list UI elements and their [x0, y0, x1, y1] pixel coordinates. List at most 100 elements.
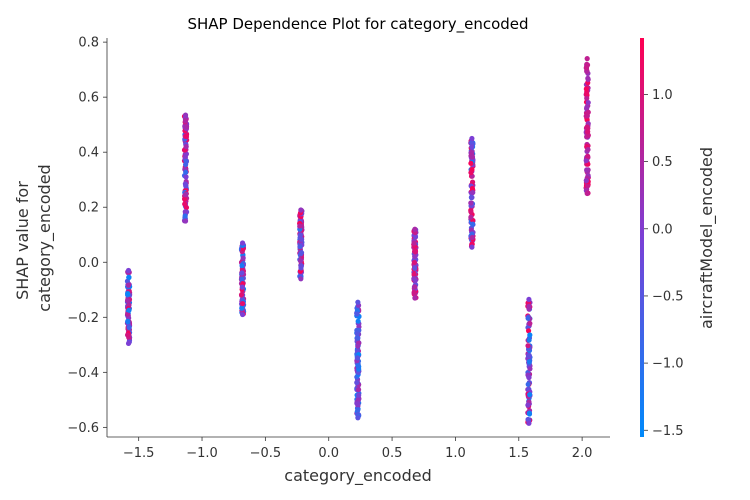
- scatter-point: [411, 259, 418, 266]
- scatter-point: [238, 292, 245, 298]
- scatter-point: [183, 174, 189, 180]
- scatter-point: [412, 254, 418, 260]
- scatter-point: [526, 296, 532, 303]
- scatter-point: [412, 226, 418, 232]
- scatter-point: [355, 343, 361, 349]
- colorbar-tick-label: −0.5: [652, 289, 684, 304]
- scatter-point: [240, 300, 246, 307]
- scatter-point: [183, 124, 190, 130]
- scatter-point: [525, 328, 532, 334]
- scatter-point: [584, 56, 590, 62]
- scatter-point: [527, 320, 533, 327]
- x-tick-label: 0.0: [318, 446, 339, 461]
- scatter-point: [527, 366, 533, 372]
- scatter-point: [412, 277, 418, 283]
- scatter-point: [125, 298, 131, 304]
- scatter-point: [468, 200, 474, 206]
- scatter-point: [583, 86, 589, 92]
- scatter-point: [239, 276, 245, 282]
- x-axis-label: category_encoded: [284, 466, 431, 486]
- scatter-point: [126, 307, 132, 313]
- scatter-point: [355, 415, 361, 421]
- scatter-point: [469, 244, 475, 250]
- x-axis-ticks: −1.5 −1.0 −0.5 0.0 0.5 1.0 1.5 2.0: [123, 437, 593, 461]
- scatter-point: [239, 270, 245, 276]
- scatter-point: [584, 104, 590, 110]
- scatter-point: [183, 133, 189, 139]
- x-tick-label: 2.0: [572, 446, 593, 461]
- y-tick-label: −0.2: [67, 311, 99, 326]
- scatter-point: [470, 221, 476, 227]
- scatter-point: [298, 251, 304, 257]
- scatter-point: [356, 392, 362, 398]
- scatter-point: [240, 255, 246, 261]
- y-tick-label: 0.8: [78, 36, 99, 51]
- scatter-point: [298, 276, 304, 282]
- colorbar-tick-label: 0.0: [652, 222, 673, 237]
- scatter-point: [239, 311, 246, 318]
- scatter-point: [526, 337, 532, 343]
- x-tick-label: −0.5: [250, 446, 282, 461]
- colorbar-label: aircraftModel_encoded: [697, 147, 717, 329]
- scatter-point: [182, 213, 188, 219]
- scatter-point: [411, 240, 417, 246]
- scatter-point: [182, 112, 189, 118]
- scatter-point: [468, 160, 474, 166]
- scatter-point: [126, 274, 132, 280]
- scatter-point: [412, 265, 418, 271]
- colorbar-tick-label: −1.0: [652, 357, 684, 372]
- scatter-point: [183, 143, 189, 150]
- scatter-point: [355, 387, 362, 393]
- scatter-point: [411, 271, 417, 277]
- scatter-point: [585, 99, 591, 106]
- scatter-point: [125, 340, 132, 347]
- scatter-point: [527, 392, 533, 398]
- scatter-point: [182, 209, 188, 215]
- scatter-point: [412, 295, 418, 301]
- scatter-point: [239, 305, 245, 311]
- scatter-point: [584, 182, 591, 189]
- scatter-point: [181, 196, 188, 202]
- scatter-point: [527, 332, 533, 338]
- x-tick-label: 0.5: [382, 446, 403, 461]
- scatter-point: [299, 236, 305, 242]
- scatter-point: [126, 324, 132, 331]
- scatter-point: [525, 402, 531, 408]
- scatter-point: [355, 335, 361, 341]
- scatter-point: [298, 207, 304, 213]
- scatter-point: [411, 289, 417, 295]
- x-tick-label: −1.0: [186, 446, 218, 461]
- scatter-point: [585, 109, 591, 115]
- y-axis-label-line-1: SHAP value for: [13, 181, 32, 300]
- scatter-point: [354, 380, 360, 386]
- scatter-point: [469, 154, 476, 160]
- scatter-point: [354, 355, 361, 361]
- scatter-point: [526, 374, 532, 381]
- scatter-point: [297, 223, 303, 229]
- scatter-point: [297, 258, 304, 264]
- scatter-point: [585, 153, 591, 159]
- scatter-point: [182, 201, 188, 207]
- scatter-point: [583, 113, 589, 119]
- scatter-point: [470, 189, 476, 196]
- scatter-point: [239, 284, 245, 290]
- scatter-point: [584, 124, 590, 130]
- scatter-point: [355, 318, 361, 324]
- x-tick-label: −1.5: [123, 446, 155, 461]
- y-tick-label: 0.6: [78, 91, 99, 106]
- y-axis-label-line-2: category_encoded: [35, 164, 55, 311]
- scatter-point: [469, 234, 475, 241]
- scatter-point: [526, 358, 532, 365]
- scatter-point: [355, 401, 361, 407]
- scatter-point: [412, 284, 418, 290]
- y-tick-label: 0.4: [78, 146, 99, 161]
- scatter-point: [297, 232, 303, 238]
- scatter-point: [355, 299, 361, 305]
- y-tick-label: −0.4: [67, 366, 99, 381]
- y-tick-label: 0.0: [78, 256, 99, 271]
- scatter-point: [297, 244, 303, 250]
- x-tick-label: 1.0: [445, 446, 466, 461]
- scatter-point: [182, 192, 189, 198]
- scatter-point: [468, 214, 474, 220]
- scatter-point: [354, 311, 360, 317]
